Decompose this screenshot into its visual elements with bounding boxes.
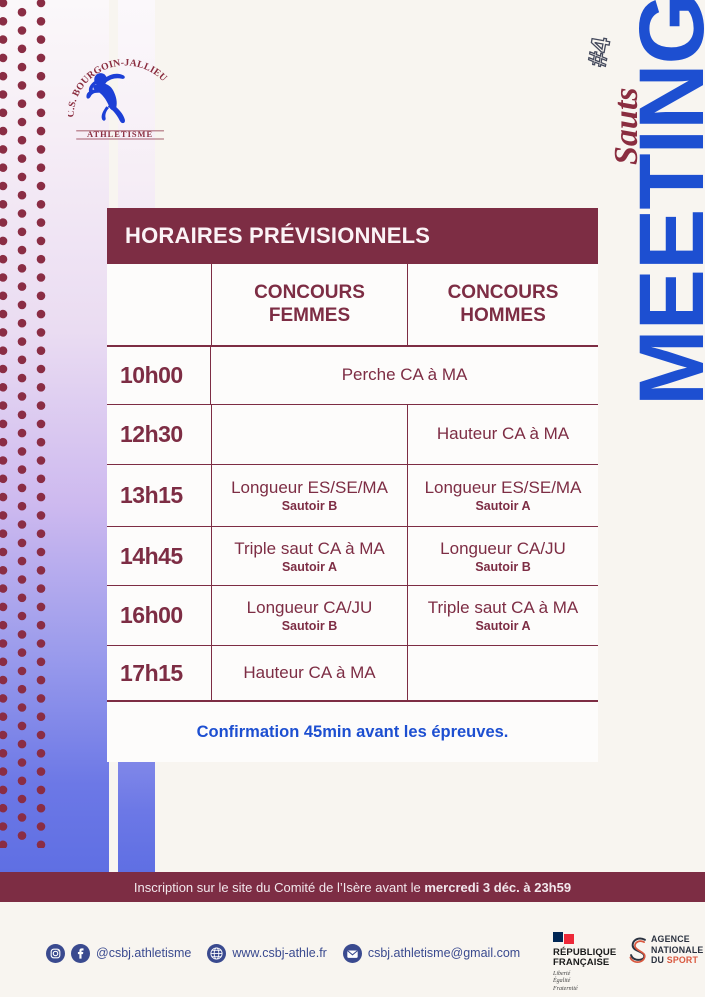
svg-text:C.S. BOURGOIN-JALLIEU: C.S. BOURGOIN-JALLIEU [68, 58, 169, 118]
svg-text:ATHLETISME: ATHLETISME [87, 129, 153, 139]
